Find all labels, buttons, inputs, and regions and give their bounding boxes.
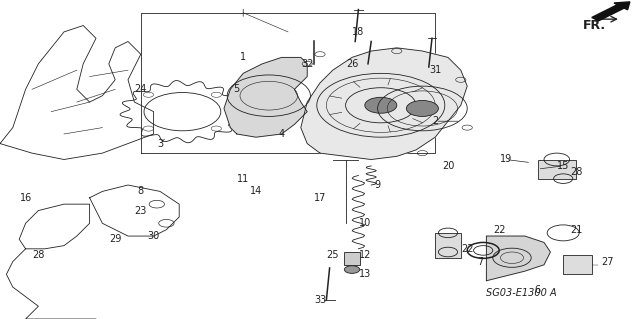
Text: 1: 1	[240, 52, 246, 63]
Text: 22: 22	[493, 225, 506, 235]
Text: 3: 3	[157, 138, 163, 149]
Text: 16: 16	[19, 193, 32, 203]
FancyArrow shape	[592, 2, 630, 21]
Text: 7: 7	[477, 256, 483, 267]
Text: 18: 18	[352, 27, 365, 37]
Circle shape	[365, 97, 397, 113]
Text: 20: 20	[442, 161, 454, 171]
Text: 22: 22	[461, 244, 474, 254]
Circle shape	[406, 100, 438, 116]
Text: 23: 23	[134, 205, 147, 216]
Text: 5: 5	[234, 84, 240, 94]
Text: 10: 10	[358, 218, 371, 228]
Text: 29: 29	[109, 234, 122, 244]
Text: 31: 31	[429, 65, 442, 75]
Text: 32: 32	[301, 59, 314, 69]
Text: 27: 27	[602, 256, 614, 267]
Text: 8: 8	[138, 186, 144, 197]
Text: 26: 26	[346, 59, 358, 69]
Text: 30: 30	[147, 231, 160, 241]
Text: 21: 21	[570, 225, 582, 235]
Text: 2: 2	[432, 116, 438, 126]
Text: 13: 13	[358, 269, 371, 279]
Text: 33: 33	[314, 295, 326, 305]
Text: SG03-E1300 A: SG03-E1300 A	[486, 288, 557, 299]
Text: 19: 19	[499, 154, 512, 165]
Text: 11: 11	[237, 174, 250, 184]
Text: 14: 14	[250, 186, 262, 197]
Text: FR.: FR.	[582, 19, 605, 32]
Text: 28: 28	[570, 167, 582, 177]
Bar	[435, 233, 461, 258]
Text: 9: 9	[374, 180, 381, 190]
Text: 4: 4	[278, 129, 285, 139]
Text: 12: 12	[358, 250, 371, 260]
Polygon shape	[486, 236, 550, 281]
Text: 17: 17	[314, 193, 326, 203]
Text: 24: 24	[134, 84, 147, 94]
Polygon shape	[224, 57, 307, 137]
Bar	[563, 255, 592, 274]
Text: 25: 25	[326, 250, 339, 260]
Bar	[344, 252, 360, 265]
Polygon shape	[301, 48, 467, 160]
Bar	[538, 160, 576, 179]
Text: 6: 6	[534, 285, 541, 295]
Text: 15: 15	[557, 161, 570, 171]
Text: 28: 28	[32, 250, 45, 260]
Circle shape	[344, 266, 360, 273]
